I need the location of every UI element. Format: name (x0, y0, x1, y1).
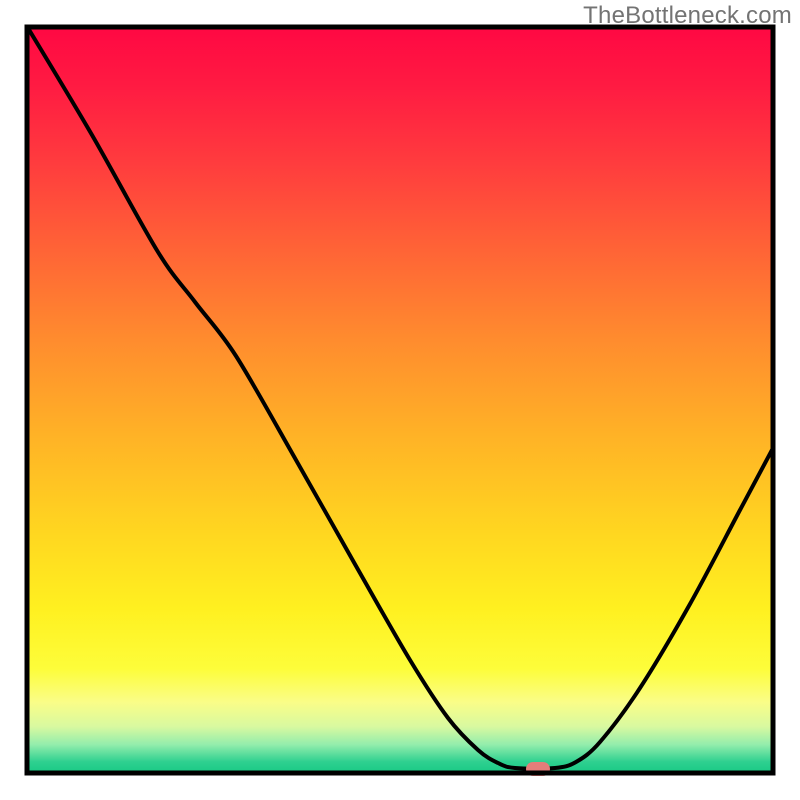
bottleneck-chart: TheBottleneck.com (0, 0, 800, 800)
chart-canvas (0, 0, 800, 800)
gradient-background (27, 27, 773, 773)
